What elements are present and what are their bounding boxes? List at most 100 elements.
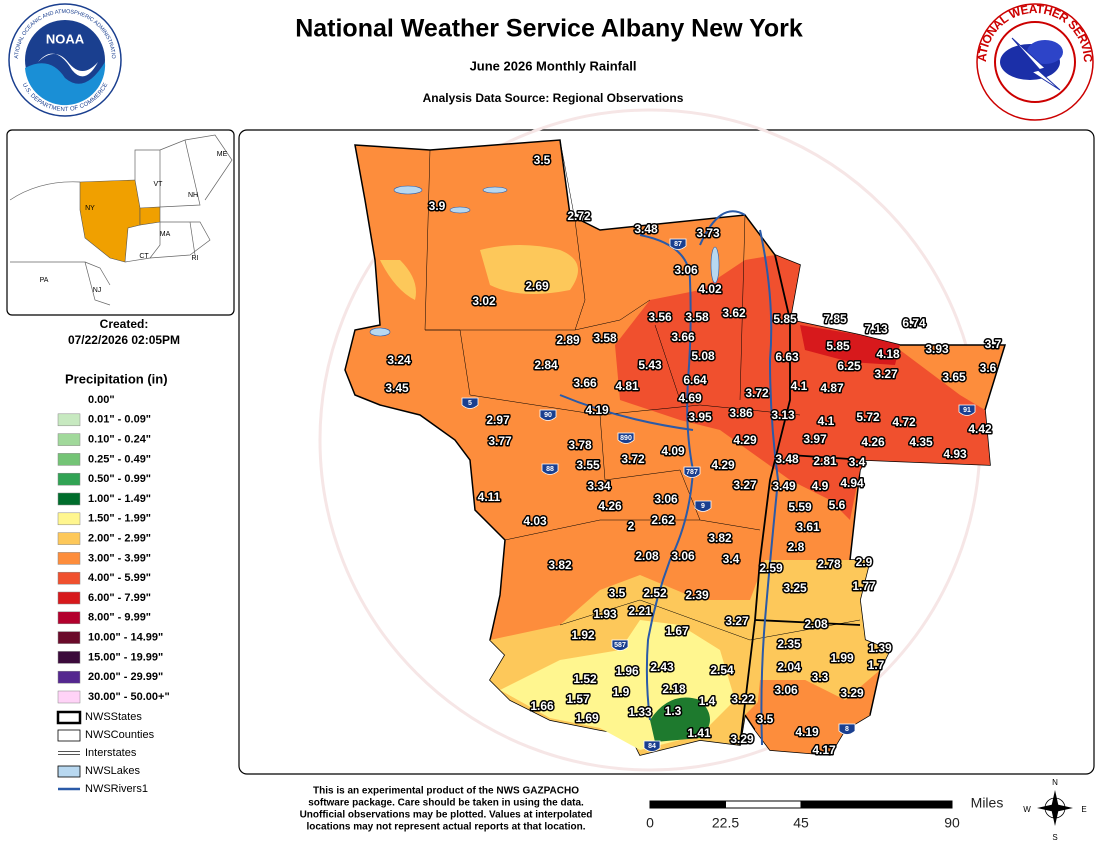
- observation: 2.18: [662, 682, 686, 696]
- observation: 2.43: [650, 660, 674, 674]
- map: 87 5 90 890 88 787 9 91 587 84 8 3.5 3.9 2.72 3.48 3.7…: [344, 139, 1007, 759]
- legend-label: 0.50" - 0.99": [88, 473, 151, 485]
- shield: [461, 397, 479, 409]
- observation: 3.06: [774, 683, 798, 697]
- legend-label: 0.10" - 0.24": [88, 434, 151, 446]
- observation: 5.72: [856, 410, 880, 424]
- legend-label: 3.00" - 3.99": [88, 552, 151, 564]
- shield: [539, 409, 557, 421]
- inset-state: NJ: [93, 287, 102, 294]
- observation: 1.33: [628, 705, 652, 719]
- observation: 3.34: [587, 479, 611, 493]
- shield: [611, 639, 629, 651]
- observation: 2.81: [813, 454, 837, 468]
- legend-layer: NWSRivers1: [85, 783, 148, 795]
- inset-state: NH: [188, 192, 198, 199]
- shield-number: 88: [546, 466, 554, 473]
- legend-label: 0.25" - 0.49": [88, 453, 151, 465]
- observation: 3.4: [723, 552, 740, 566]
- observation: 3.06: [654, 492, 678, 506]
- observation: 7.13: [864, 322, 888, 336]
- observation: 3.7: [985, 337, 1002, 351]
- shield-number: 587: [614, 642, 626, 649]
- observation: 2.04: [777, 660, 801, 674]
- observation: 1.66: [530, 699, 554, 713]
- observation: 3.56: [648, 310, 672, 324]
- observation: 3.72: [621, 452, 645, 466]
- scale-tick-label: 22.5: [712, 815, 739, 831]
- observation: 2.54: [710, 663, 734, 677]
- legend-swatch: [57, 571, 81, 585]
- observation: 3.77: [488, 434, 512, 448]
- observation: 3.5: [534, 153, 551, 167]
- observation: 4.29: [733, 433, 757, 447]
- observation: 4.17: [812, 743, 836, 757]
- observation: 2.97: [486, 413, 510, 427]
- zone-6in: [800, 325, 900, 365]
- observation: 4.69: [678, 391, 702, 405]
- observation: 1.41: [687, 726, 711, 740]
- shield: [958, 404, 976, 416]
- observation: 4.09: [661, 444, 685, 458]
- observation: 1.99: [830, 651, 854, 665]
- observation: 2.39: [685, 588, 709, 602]
- observation: 2.52: [643, 586, 667, 600]
- observation: 3.5: [609, 586, 626, 600]
- observation: 4.11: [478, 490, 501, 504]
- observation: 3.27: [725, 614, 749, 628]
- icon: [57, 765, 81, 778]
- observation: 4.42: [968, 422, 992, 436]
- observation: 3.78: [568, 438, 592, 452]
- observation: 5.08: [691, 349, 715, 363]
- observation: 3.06: [671, 549, 695, 563]
- shield-number: 91: [963, 407, 971, 414]
- inset-state: MA: [160, 231, 171, 238]
- legend: Precipitation (in) 0.00" 0.01" - 0.09" 0.1…: [56, 371, 170, 795]
- shield-number: 90: [544, 412, 552, 419]
- zone-4in: [615, 255, 990, 520]
- legend-swatch: [57, 690, 81, 704]
- subtitle: June 2026 Monthly Rainfall: [470, 58, 637, 73]
- observation: 6.63: [775, 350, 799, 364]
- observation: 3.48: [775, 452, 799, 466]
- footer-note: Unofficial observations may be plotted. …: [300, 810, 593, 821]
- legend-label: 4.00" - 5.99": [88, 572, 151, 584]
- observation: 2.08: [635, 549, 659, 563]
- observation: 3.3: [812, 670, 829, 684]
- observation: 1.52: [573, 672, 597, 686]
- observation: 4.93: [943, 447, 967, 461]
- observation: 5.85: [826, 339, 850, 353]
- observation: 4.29: [711, 458, 735, 472]
- legend-swatch: [57, 512, 81, 526]
- shield-number: 84: [648, 743, 656, 750]
- scale-tick-label: 90: [944, 815, 960, 831]
- noaa-text: NOAA: [46, 31, 85, 46]
- legend-swatch: [57, 631, 81, 644]
- observation: 3.97: [803, 432, 827, 446]
- observation: 3.9: [429, 199, 446, 213]
- observation: 4.87: [820, 381, 844, 395]
- legend-label: 6.00" - 7.99": [88, 592, 151, 604]
- lakes: [369, 185, 720, 337]
- source: Analysis Data Source: Regional Observati…: [423, 91, 684, 105]
- legend-swatch: [57, 492, 81, 506]
- observation: 2.35: [777, 637, 801, 651]
- shield-number: 9: [701, 503, 705, 510]
- inset-state: RI: [192, 255, 199, 262]
- observation: 1.57: [566, 692, 590, 706]
- observation: 3.29: [840, 686, 864, 700]
- observation: 5.85: [773, 312, 797, 326]
- footer-note: This is an experimental product of the N…: [313, 786, 579, 797]
- observation: 2.69: [525, 279, 549, 293]
- observation: 2.62: [651, 513, 675, 527]
- scale-bar: Miles 0 22.5 45 90: [646, 795, 1003, 831]
- observation: 4.26: [598, 499, 622, 513]
- observation: 3.55: [576, 458, 600, 472]
- observation: 2.78: [817, 557, 841, 571]
- state-lines: [739, 254, 866, 746]
- legend-swatch: [57, 651, 81, 664]
- observation: 3.45: [385, 381, 409, 395]
- observation: 3.6: [980, 361, 997, 375]
- observation: 3.22: [731, 692, 755, 706]
- legend-label: 20.00" - 29.99": [88, 671, 163, 683]
